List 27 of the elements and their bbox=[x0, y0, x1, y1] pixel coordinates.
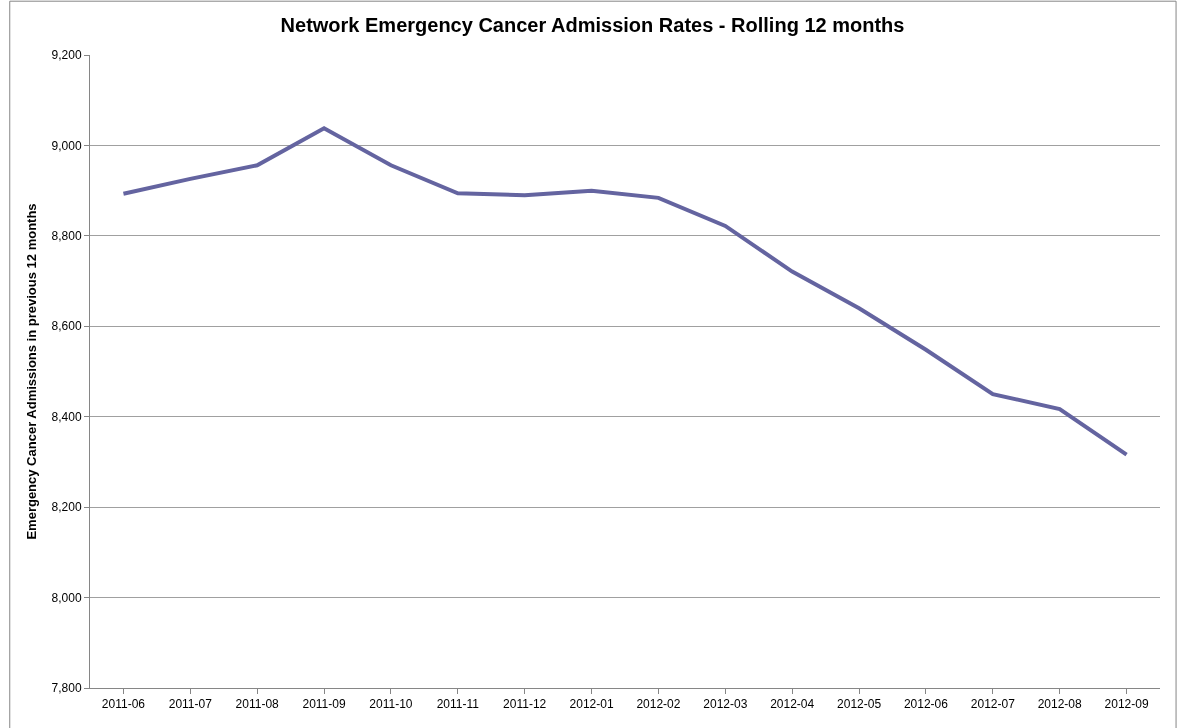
chart-title: Network Emergency Cancer Admission Rates - Rolling 12 months bbox=[280, 14, 905, 37]
y-axis-title: Emergency Cancer Admissions in previous 12 months bbox=[23, 203, 39, 540]
x-tick-label: 2012-08 bbox=[1037, 697, 1083, 712]
y-tick-label: 8,800 bbox=[51, 229, 82, 244]
x-tick-label: 2011-10 bbox=[369, 697, 413, 712]
x-tick-label: 2012-01 bbox=[569, 697, 614, 712]
y-tick-label: 8,200 bbox=[51, 500, 82, 515]
y-tick-label: 7,800 bbox=[51, 681, 82, 696]
x-tick-label: 2012-09 bbox=[1104, 697, 1149, 712]
y-tick-label: 8,000 bbox=[51, 590, 82, 605]
x-tick-label: 2011-07 bbox=[168, 697, 213, 712]
x-tick-label: 2011-11 bbox=[436, 697, 480, 712]
x-tick-label: 2011-09 bbox=[302, 697, 346, 712]
x-tick-label: 2012-05 bbox=[837, 697, 882, 712]
x-tick-label: 2012-02 bbox=[636, 697, 681, 712]
y-tick-label: 8,400 bbox=[51, 409, 82, 424]
y-tick-label: 9,000 bbox=[51, 138, 82, 153]
x-tick-label: 2012-07 bbox=[970, 697, 1016, 712]
x-tick-label: 2012-03 bbox=[703, 697, 748, 712]
x-tick-label: 2011-12 bbox=[503, 697, 547, 712]
x-tick-label: 2012-04 bbox=[770, 697, 815, 712]
x-tick-label: 2011-08 bbox=[235, 697, 280, 712]
x-tick-label: 2011-06 bbox=[101, 697, 146, 712]
y-tick-label: 9,200 bbox=[51, 48, 82, 63]
x-tick-label: 2012-06 bbox=[903, 697, 949, 712]
line-series bbox=[121, 126, 1129, 457]
y-tick-label: 8,600 bbox=[51, 319, 82, 334]
